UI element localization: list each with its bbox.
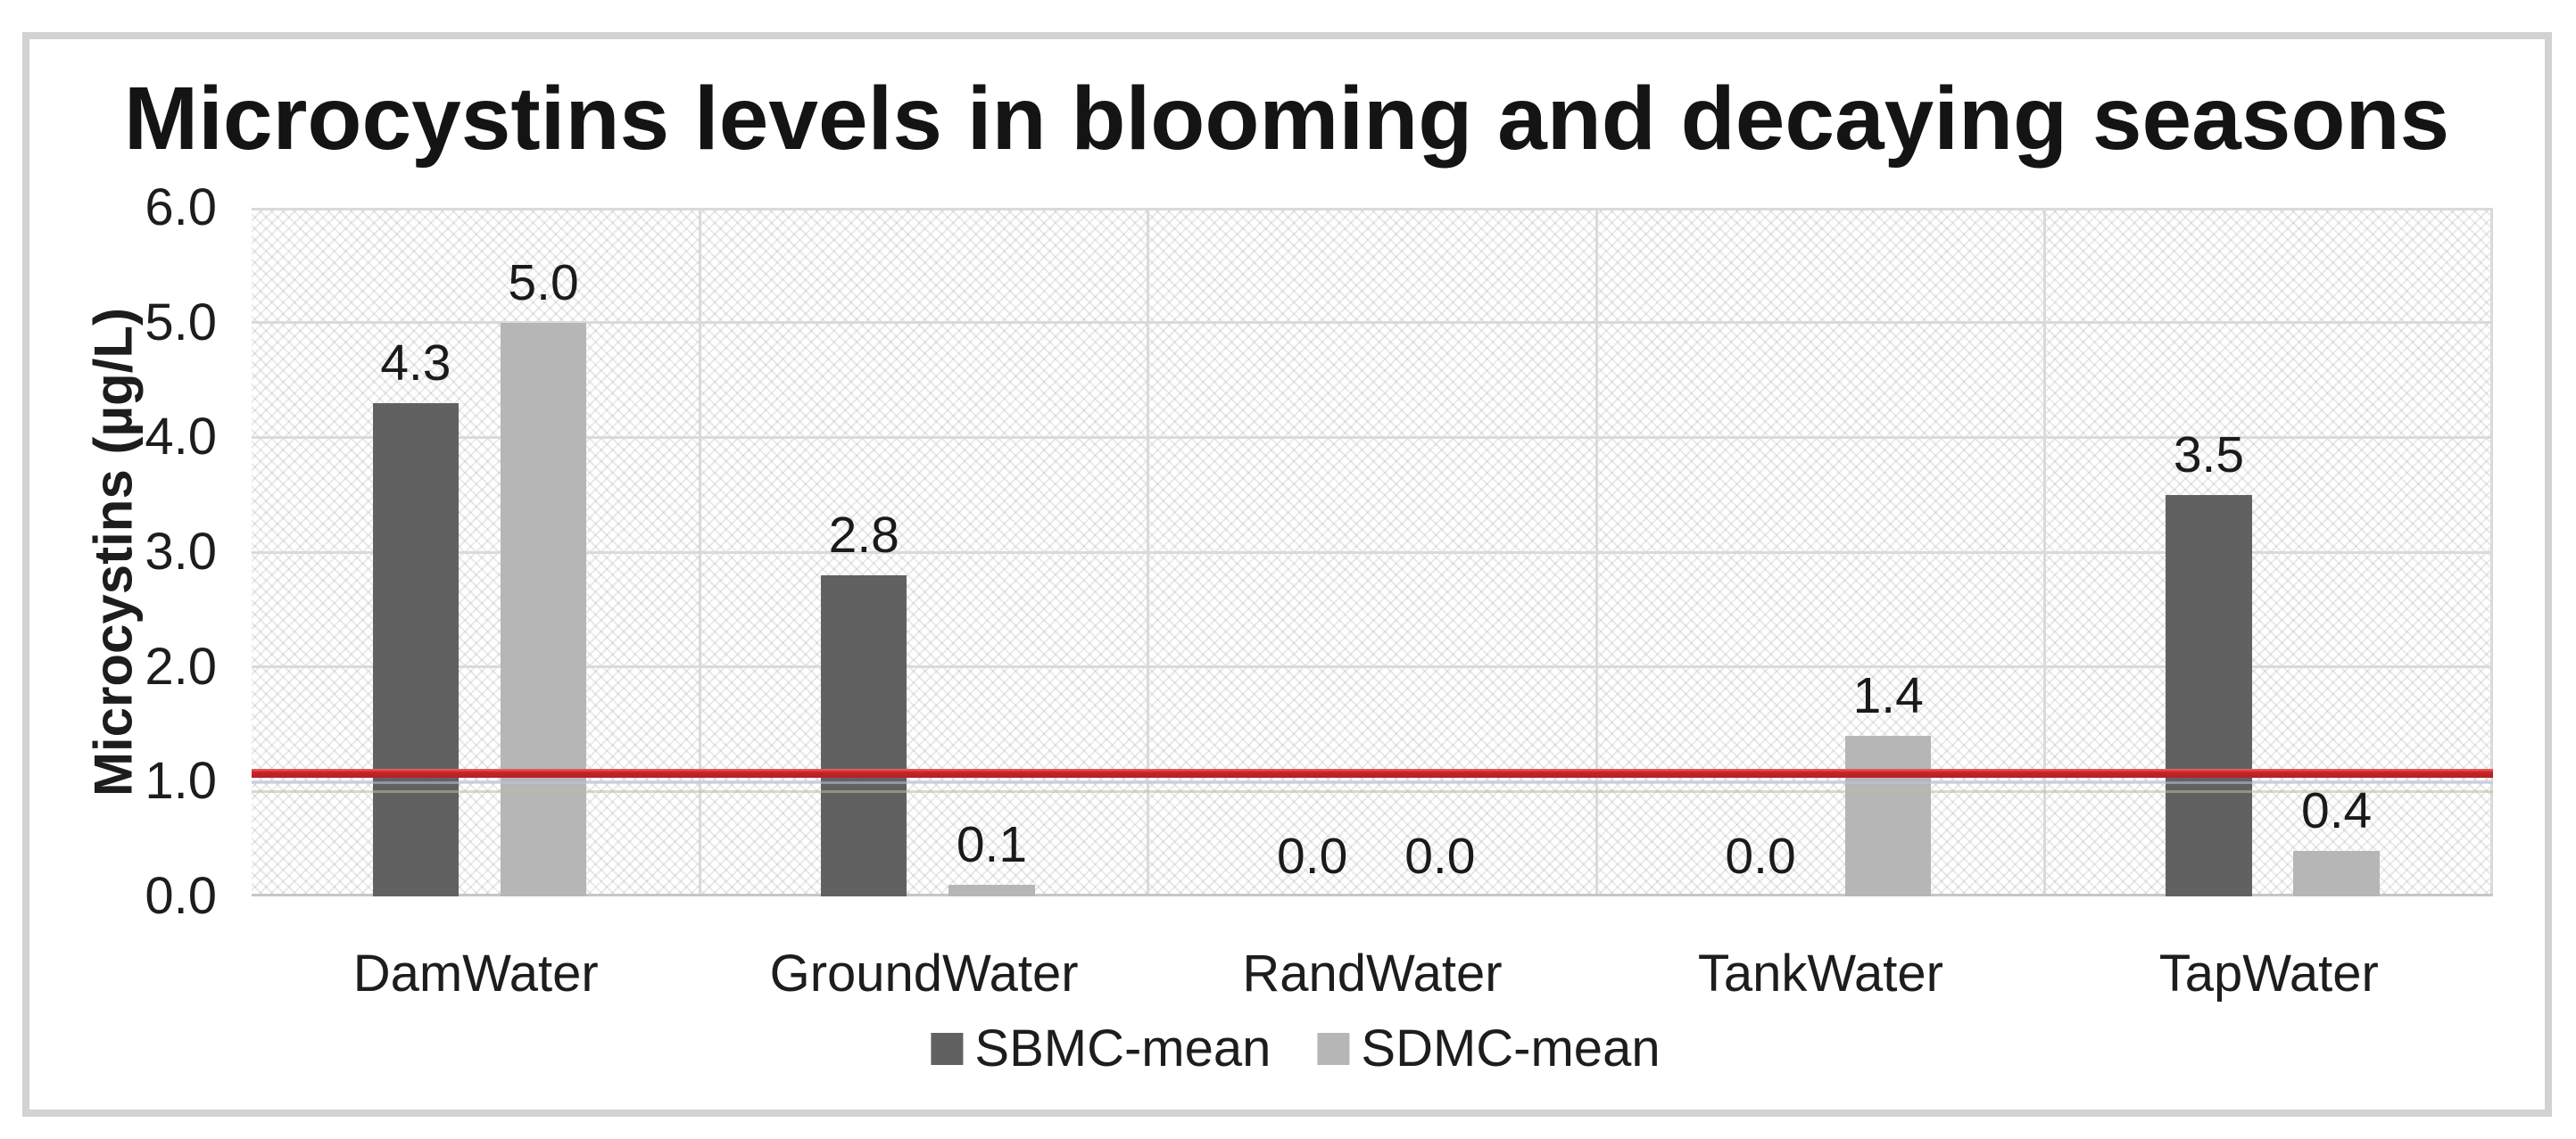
category-group: 2.8 0.1 xyxy=(700,208,1147,896)
x-axis-labels: DamWater GroundWater RandWater TankWater Tap… xyxy=(0,944,2576,1015)
category-group: 4.3 5.0 xyxy=(252,208,700,896)
category-group: 0.0 0.0 xyxy=(1148,208,1596,896)
data-label-sbmc-mean: 2.8 xyxy=(828,506,899,564)
y-axis-tick-label: 2.0 xyxy=(145,637,217,696)
faint-reference-line xyxy=(252,790,2493,794)
y-axis-tick-label: 0.0 xyxy=(145,867,217,925)
legend-label: SDMC-mean xyxy=(1361,1019,1661,1077)
x-axis-label: TapWater xyxy=(2158,945,2379,1003)
horizontal-gridline xyxy=(252,665,2493,669)
y-axis-tick-label: 1.0 xyxy=(145,752,217,811)
y-axis-tick-label: 3.0 xyxy=(145,523,217,581)
bar-sbmc-mean xyxy=(821,574,907,896)
data-label-sdmc-mean: 0.4 xyxy=(2301,781,2373,839)
bar-sbmc-mean xyxy=(2166,494,2252,896)
category-group: 0.0 1.4 xyxy=(1596,208,2044,896)
faint-reference-line xyxy=(252,781,2493,785)
legend-label: SBMC-mean xyxy=(974,1019,1271,1077)
vertical-gridline xyxy=(1594,208,1598,896)
vertical-gridline xyxy=(698,208,701,896)
data-label-sdmc-mean: 0.0 xyxy=(1404,828,1476,885)
legend-swatch-sbmc-mean xyxy=(931,1032,964,1065)
data-label-sdmc-mean: 1.4 xyxy=(1852,666,1924,724)
bar-sdmc-mean xyxy=(2293,850,2380,896)
horizontal-gridline xyxy=(252,435,2493,439)
plot-area: 4.3 5.0 2.8 0.1 0.0 0.0 0.0 1.4 3.5 0.4 xyxy=(252,208,2493,896)
bar-sdmc-mean xyxy=(948,885,1035,896)
data-label-sdmc-mean: 0.1 xyxy=(956,816,1028,874)
x-axis-label: RandWater xyxy=(1242,945,1503,1003)
vertical-gridline xyxy=(2490,208,2493,896)
horizontal-gridline xyxy=(252,321,2493,325)
data-label-sbmc-mean: 0.0 xyxy=(1277,828,1348,885)
data-label-sbmc-mean: 3.5 xyxy=(2173,425,2245,483)
x-axis-label: TankWater xyxy=(1697,945,1943,1003)
data-label-sbmc-mean: 0.0 xyxy=(1725,828,1796,885)
x-axis-label: DamWater xyxy=(352,945,599,1003)
x-axis-label: GroundWater xyxy=(769,945,1079,1003)
legend-item-sdmc-mean: SDMC-mean xyxy=(1317,1019,1661,1078)
legend: SBMC-mean SDMC-mean xyxy=(931,1019,1661,1078)
horizontal-gridline xyxy=(252,208,2493,210)
data-label-sbmc-mean: 4.3 xyxy=(380,334,451,392)
y-axis-tick-label: 5.0 xyxy=(145,293,217,351)
horizontal-gridline xyxy=(252,550,2493,554)
y-axis-tick-label: 4.0 xyxy=(145,408,217,466)
legend-item-sbmc-mean: SBMC-mean xyxy=(931,1019,1271,1078)
bar-sdmc-mean xyxy=(500,322,587,896)
vertical-gridline xyxy=(1147,208,1150,896)
guideline-reference-line xyxy=(252,769,2493,779)
legend-swatch-sdmc-mean xyxy=(1317,1032,1350,1065)
category-group: 3.5 0.4 xyxy=(2045,208,2493,896)
data-label-sdmc-mean: 5.0 xyxy=(508,253,579,311)
x-axis-line xyxy=(252,894,2493,896)
y-axis-tick-label: 6.0 xyxy=(145,178,217,236)
vertical-gridline xyxy=(2043,208,2047,896)
chart-title: Microcystins levels in blooming and deca… xyxy=(123,69,2450,169)
bar-sdmc-mean xyxy=(1845,735,1932,896)
bar-sbmc-mean xyxy=(372,402,460,896)
